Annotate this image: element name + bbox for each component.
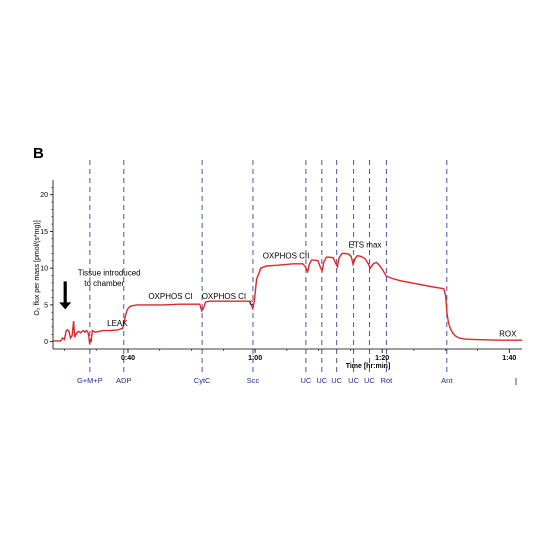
axes: 0 5 10 15 20 0:40 1:00 1:20 1:40 xyxy=(40,180,522,385)
annotation-label: c xyxy=(249,298,253,307)
x-axis-title: Time [hr:min] xyxy=(346,363,391,370)
x-tick-label: 1:00 xyxy=(248,355,262,362)
y-tick-label: 5 xyxy=(44,302,48,309)
x-tick-label: 0:40 xyxy=(121,355,135,362)
event-label: Scc xyxy=(247,376,260,385)
y-axis-title: O₂ flux per mass [pmol/(s*mg)] xyxy=(34,220,41,315)
annotation-label: OXPHOS CI xyxy=(202,292,246,301)
event-label: UC xyxy=(348,376,359,385)
y-tick-label: 0 xyxy=(44,339,48,346)
annotation-label: to chamber xyxy=(84,279,124,288)
annotation-label: Tissue introduced xyxy=(78,269,141,278)
event-label: Ant xyxy=(441,376,453,385)
oxygen-flux-trace xyxy=(53,252,522,345)
event-label: Rot xyxy=(381,376,394,385)
y-tick-label: 20 xyxy=(40,192,48,199)
event-label: CytC xyxy=(194,376,211,385)
event-label: ADP xyxy=(116,376,131,385)
x-tick-label: 1:40 xyxy=(502,355,516,362)
event-label: UC xyxy=(331,376,342,385)
event-label: UC xyxy=(316,376,327,385)
y-tick-label: 15 xyxy=(40,229,48,236)
event-label: G+M+P xyxy=(77,376,103,385)
y-tick-label: 10 xyxy=(40,266,48,273)
panel-label: B xyxy=(33,145,44,162)
annotation-label: OXPHOS CII xyxy=(263,252,310,261)
event-markers: G+M+P ADP CytC Scc UC UC UC UC UC Rot Ant xyxy=(77,160,453,385)
event-label: UC xyxy=(364,376,375,385)
tissue-arrow-head xyxy=(59,302,72,310)
event-label: UC xyxy=(300,376,311,385)
annotation-label: OXPHOS CI xyxy=(148,292,192,301)
annotation-label: LEAK xyxy=(107,319,128,328)
annotation-label: ROX xyxy=(499,330,517,339)
x-tick-label: 1:20 xyxy=(375,355,389,362)
annotation-label: ETS max xyxy=(349,241,382,250)
